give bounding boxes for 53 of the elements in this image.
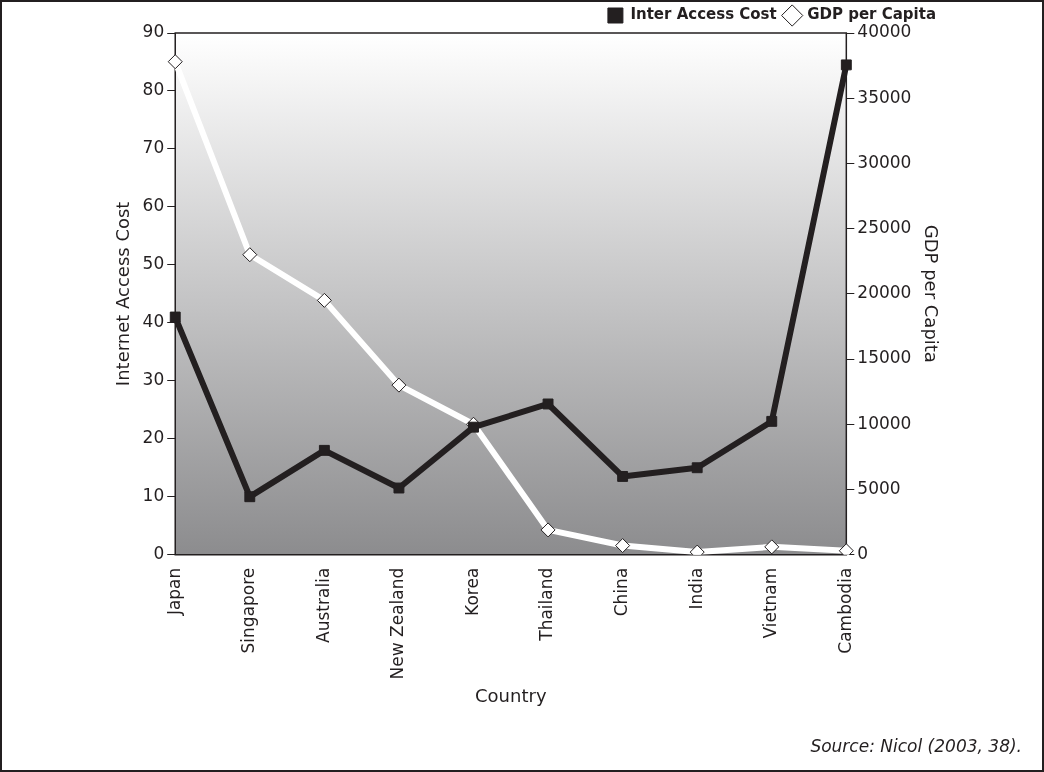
- y2-tick-label: 30000: [857, 151, 912, 172]
- y-tick-label: 20: [142, 427, 165, 448]
- y-tick-label: 90: [142, 21, 165, 42]
- y-tick-label: 80: [142, 79, 165, 100]
- point: [316, 292, 332, 308]
- y-axis-title: Internet Access Cost: [112, 201, 134, 387]
- x-tick-label: Australia: [312, 567, 333, 643]
- legend-label: Inter Access Cost: [630, 5, 777, 24]
- x-tick-label: Korea: [461, 567, 482, 616]
- y-tick-label: 70: [142, 137, 165, 158]
- point: [542, 398, 554, 410]
- point: [468, 421, 479, 433]
- point: [244, 491, 256, 503]
- legend-label: GDP per Capita: [807, 5, 936, 24]
- y2-tick-label: 0: [857, 543, 869, 564]
- y-tick-label: 30: [142, 369, 165, 390]
- x-tick-label: New Zealand: [387, 567, 408, 680]
- y2-tick-label: 25000: [857, 217, 912, 238]
- y2-tick-label: 40000: [857, 21, 912, 42]
- y2-axis-title: GDP per Capita: [920, 224, 942, 363]
- point: [615, 538, 631, 554]
- source-note: Source: Nicol (2003, 38).: [810, 736, 1022, 756]
- point: [318, 444, 330, 456]
- point: [617, 470, 629, 482]
- y-tick-label: 50: [142, 253, 165, 274]
- point: [691, 462, 703, 474]
- point: [540, 522, 556, 538]
- y-tick-label: 10: [142, 485, 165, 506]
- point: [393, 482, 405, 494]
- y-tick-label: 0: [153, 543, 165, 564]
- point: [169, 311, 181, 323]
- x-axis-title: Country: [475, 684, 547, 706]
- point: [838, 543, 854, 555]
- point: [242, 247, 258, 263]
- x-tick-label: China: [611, 567, 632, 617]
- y2-tick-label: 20000: [857, 282, 912, 303]
- point: [764, 539, 780, 555]
- point: [391, 377, 407, 393]
- point: [766, 415, 778, 427]
- y2-tick-label: 15000: [857, 347, 912, 368]
- x-tick-label: Vietnam: [760, 567, 781, 639]
- y-tick-label: 60: [142, 195, 165, 216]
- x-tick-label: India: [685, 567, 706, 610]
- x-tick-label: Singapore: [238, 567, 259, 654]
- y-tick-label: 40: [142, 311, 165, 332]
- x-tick-label: Cambodia: [834, 567, 855, 654]
- x-tick-label: Thailand: [536, 567, 557, 642]
- y2-tick-label: 35000: [857, 86, 912, 107]
- y2-tick-label: 10000: [857, 412, 912, 433]
- point: [840, 59, 852, 71]
- y2-tick-label: 5000: [857, 477, 901, 498]
- point: [167, 54, 183, 70]
- x-tick-label: Japan: [163, 567, 184, 617]
